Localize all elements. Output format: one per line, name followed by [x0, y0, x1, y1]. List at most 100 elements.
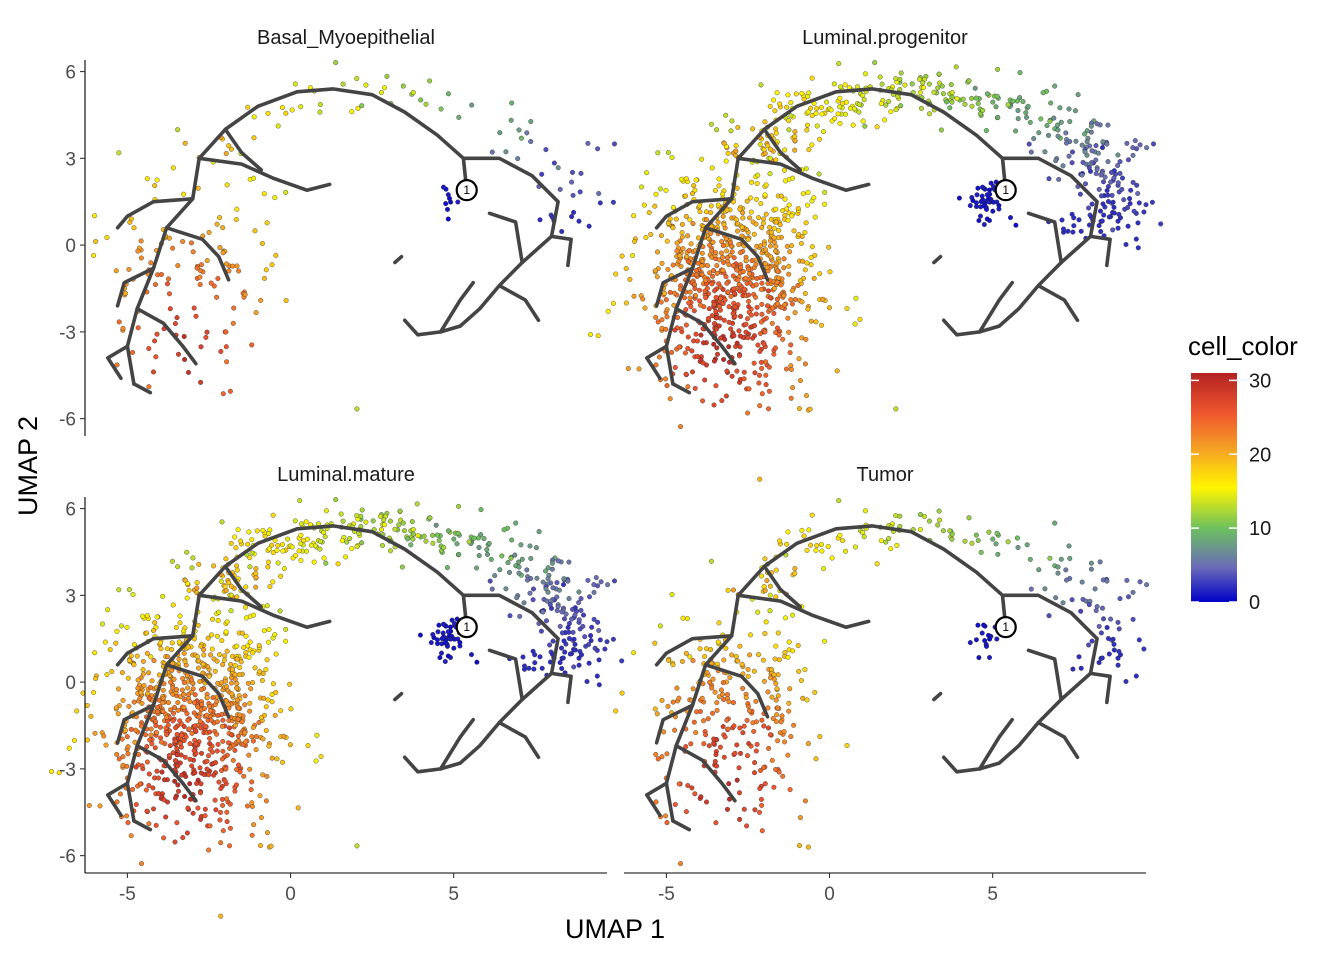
cell-point	[802, 361, 808, 367]
cell-point	[204, 766, 210, 772]
cell-point	[704, 285, 710, 291]
cell-point	[84, 703, 90, 708]
cell-point	[711, 268, 716, 273]
cell-point	[283, 189, 289, 195]
cell-point	[813, 110, 819, 116]
cell-point	[980, 108, 986, 113]
cell-point	[192, 692, 198, 698]
cell-point	[716, 281, 722, 287]
cell-point	[244, 615, 249, 621]
cell-point	[283, 626, 289, 632]
cell-point	[219, 756, 225, 762]
cell-point	[775, 738, 781, 744]
cell-point	[837, 120, 843, 126]
cell-point	[861, 534, 867, 540]
cell-point	[229, 691, 235, 697]
cell-point	[595, 333, 601, 339]
cell-point	[305, 743, 311, 748]
cell-point	[720, 213, 726, 219]
cell-point	[531, 666, 537, 672]
cell-point	[243, 739, 249, 745]
cell-point	[433, 522, 439, 528]
cell-point	[703, 277, 709, 283]
root-node-label: 1	[1002, 620, 1009, 634]
cell-point	[156, 775, 161, 781]
cell-point	[237, 712, 243, 718]
cell-point	[1042, 149, 1048, 155]
cell-point	[234, 685, 239, 691]
cell-point	[154, 768, 160, 774]
cell-point	[253, 747, 259, 753]
trajectory-segment	[402, 156, 560, 337]
cell-point	[381, 517, 387, 523]
cell-point	[195, 622, 201, 628]
cell-point	[1014, 535, 1020, 541]
cell-point	[1089, 148, 1095, 154]
cell-point	[1079, 172, 1085, 178]
cell-point	[757, 786, 763, 791]
cell-point	[666, 220, 671, 226]
cell-point	[156, 791, 162, 796]
cell-point	[1133, 673, 1139, 679]
cell-point	[456, 503, 462, 509]
cell-point	[610, 199, 616, 205]
cell-point	[835, 111, 841, 117]
cell-point	[113, 268, 119, 274]
cell-point	[423, 101, 429, 107]
cell-point	[683, 176, 689, 182]
cell-point	[151, 658, 157, 664]
cell-point	[226, 740, 231, 746]
cell-point	[248, 787, 254, 793]
cell-point	[161, 797, 167, 803]
cell-point	[226, 580, 232, 586]
cell-point	[746, 304, 752, 310]
cell-point	[522, 663, 527, 669]
cell-point	[796, 668, 802, 674]
cell-point	[266, 743, 272, 749]
cell-point	[752, 807, 758, 813]
facet-strip-label: Basal_Myoepithelial	[257, 27, 435, 49]
cell-point	[363, 519, 369, 525]
cell-point	[1105, 122, 1111, 128]
cell-point	[731, 700, 736, 706]
cell-point	[724, 717, 730, 723]
trajectory-segment	[106, 344, 130, 380]
trajectory-segment	[932, 254, 943, 265]
cell-point	[232, 722, 238, 728]
trajectory-segment	[703, 663, 770, 719]
cell-point	[741, 286, 747, 292]
cell-point	[726, 344, 732, 350]
cell-point	[133, 802, 139, 807]
cell-point	[1072, 108, 1078, 114]
cell-point	[718, 295, 724, 301]
cell-points	[613, 498, 1150, 867]
cell-point	[1066, 543, 1072, 549]
cell-point	[640, 296, 646, 302]
cell-point	[707, 270, 713, 276]
cell-point	[753, 719, 759, 725]
cell-point	[653, 191, 659, 197]
cell-point	[757, 809, 762, 815]
cell-point	[439, 650, 444, 656]
cell-point	[1136, 200, 1142, 206]
cell-point	[100, 621, 105, 627]
cell-point	[120, 754, 126, 760]
cell-point	[723, 274, 729, 280]
cell-point	[220, 662, 226, 668]
legend-colorbar	[1191, 373, 1237, 602]
cell-point	[313, 758, 319, 764]
cell-point	[335, 561, 341, 567]
cell-point	[190, 555, 196, 561]
cell-point	[172, 839, 178, 845]
cell-point	[772, 108, 778, 114]
cell-point	[560, 655, 566, 661]
cell-point	[720, 243, 726, 249]
cell-point	[619, 658, 625, 664]
cell-point	[524, 567, 530, 573]
cell-point	[734, 368, 740, 374]
cell-point	[175, 782, 181, 788]
cell-point	[215, 276, 221, 281]
cell-point	[1110, 636, 1116, 642]
cell-point	[761, 341, 767, 347]
cell-point	[530, 597, 536, 603]
